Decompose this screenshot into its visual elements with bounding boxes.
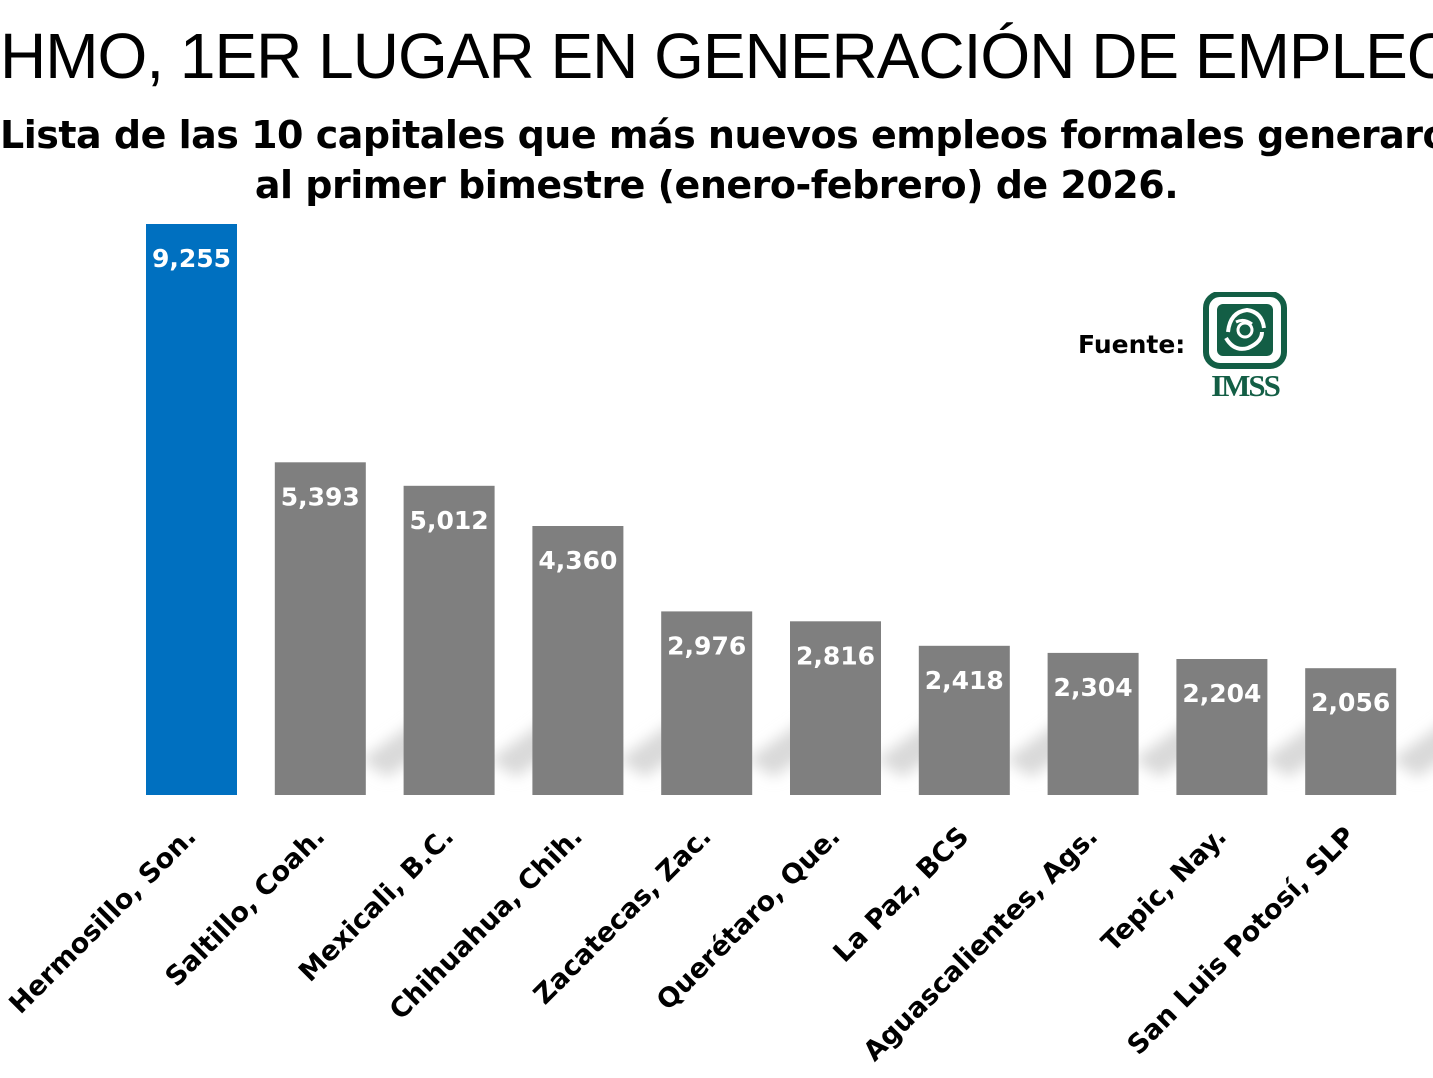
bar bbox=[532, 526, 624, 795]
bar bbox=[146, 224, 237, 795]
bar bbox=[1047, 652, 1139, 795]
data-label: 5,393 bbox=[281, 482, 360, 511]
category-label: La Paz, BCS bbox=[828, 821, 976, 969]
value-labels: 9,255 5,393 5,012 4,360 2,976 2,816 2,418 2,304… bbox=[152, 244, 1390, 717]
bars bbox=[146, 224, 1397, 795]
data-label: 2,816 bbox=[796, 641, 875, 670]
imss-logo-text: IMSS bbox=[1211, 368, 1280, 402]
bar-shadows bbox=[360, 717, 1433, 777]
bar bbox=[1176, 659, 1268, 795]
category-label: San Luis Potosí, SLP bbox=[1121, 821, 1361, 1061]
data-label: 2,418 bbox=[925, 666, 1004, 695]
category-labels: Hermosillo, Son.Saltillo, Coah.Mexicali,… bbox=[3, 821, 1361, 1067]
bar bbox=[661, 611, 753, 795]
data-label: 2,304 bbox=[1054, 673, 1133, 702]
data-label: 2,204 bbox=[1182, 679, 1261, 708]
chart-title: HMO, 1ER LUGAR EN GENERACIÓN DE EMPLEOS bbox=[0, 20, 1433, 92]
bar bbox=[403, 485, 495, 795]
source-label: Fuente: bbox=[1078, 330, 1186, 359]
bar bbox=[274, 462, 366, 795]
category-label: Hermosillo, Son. bbox=[3, 821, 202, 1020]
data-label: 2,976 bbox=[667, 631, 746, 660]
chart-subtitle: Lista de las 10 capitales que más nuevos… bbox=[0, 110, 1433, 210]
data-label: 5,012 bbox=[410, 506, 489, 535]
bar bbox=[1305, 668, 1397, 795]
category-label: Aguascalientes, Ags. bbox=[858, 821, 1104, 1067]
subtitle-line-1: Lista de las 10 capitales que más nuevos… bbox=[0, 113, 1433, 157]
data-label: 2,056 bbox=[1311, 688, 1390, 717]
bar bbox=[790, 621, 881, 795]
data-label: 9,255 bbox=[152, 244, 231, 273]
imss-logo: IMSS bbox=[1203, 292, 1287, 402]
data-label: 4,360 bbox=[538, 546, 617, 575]
category-label: Tepic, Nay. bbox=[1096, 821, 1233, 958]
bar-shadow bbox=[1391, 730, 1433, 777]
subtitle-line-2: al primer bimestre (enero-febrero) de 20… bbox=[254, 163, 1179, 207]
bar bbox=[918, 645, 1010, 795]
